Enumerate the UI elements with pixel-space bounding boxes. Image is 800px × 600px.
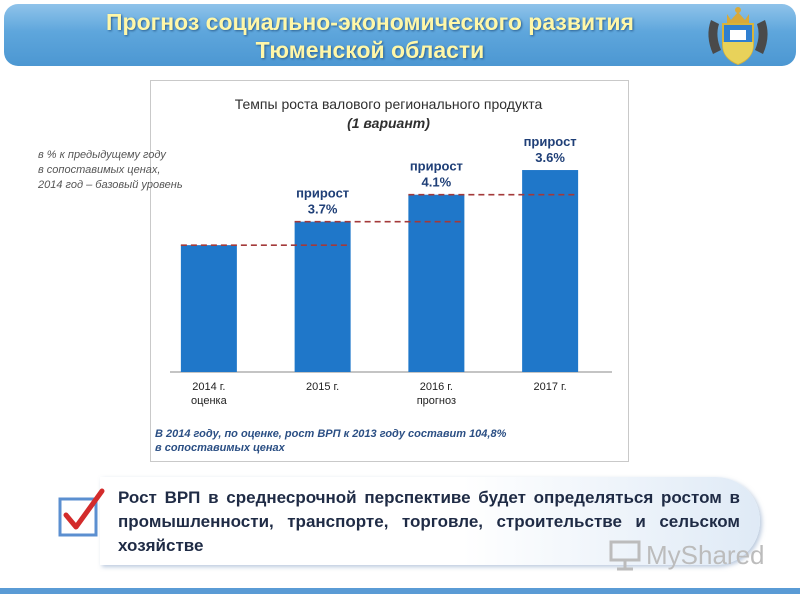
footer-line <box>0 588 800 594</box>
presentation-icon <box>609 540 641 571</box>
annotation-label-4: прирост <box>524 134 577 149</box>
coat-of-arms-icon <box>708 7 768 66</box>
chart-title: Темпы роста валового регионального проду… <box>150 95 627 133</box>
chart-footnote-line-1: В 2014 году, по оценке, рост ВРП к 2013 … <box>155 428 507 440</box>
watermark-text: MyShared <box>646 540 765 570</box>
checkbox-checked-icon <box>58 488 105 537</box>
page-title-line-1: Прогноз социально-экономического развити… <box>106 9 634 35</box>
chart-units-note: в % к предыдущему году в сопоставимых це… <box>38 148 258 193</box>
chart-subtitle: (1 вариант) <box>347 115 430 131</box>
x-tick-sublabel-1: оценка <box>191 395 228 407</box>
bar-4 <box>522 170 579 372</box>
chart-title-main: Темпы роста валового регионального проду… <box>234 96 543 112</box>
x-tick-label-4: 2017 г. <box>533 381 566 393</box>
x-tick-label-1: 2014 г. <box>192 381 225 393</box>
conclusion-box <box>100 477 760 565</box>
page-title-line-2: Тюменской области <box>255 37 485 63</box>
annotation-label-2: прирост <box>296 186 349 201</box>
x-tick-sublabel-3: прогноз <box>417 395 456 407</box>
bar-1 <box>180 245 237 372</box>
annotation-label-3: прирост <box>410 159 463 174</box>
annotation-value-4: 3.6% <box>535 150 565 165</box>
watermark: MyShared <box>608 538 768 574</box>
chart-footnote: В 2014 году, по оценке, рост ВРП к 2013 … <box>155 427 625 455</box>
chart-footnote-line-2: в сопоставимых ценах <box>155 442 285 454</box>
units-note-line-1: в % к предыдущему году <box>38 149 166 161</box>
x-tick-label-3: 2016 г. <box>420 381 453 393</box>
annotation-value-3: 4.1% <box>422 175 452 190</box>
annotation-value-2: 3.7% <box>308 202 338 217</box>
x-tick-label-2: 2015 г. <box>306 381 339 393</box>
bar-3 <box>408 194 465 372</box>
units-note-line-3: 2014 год – базовый уровень <box>38 179 183 191</box>
header-banner <box>4 4 796 66</box>
bar-2 <box>294 221 351 372</box>
units-note-line-2: в сопоставимых ценах, <box>38 164 161 176</box>
page-title: Прогноз социально-экономического развити… <box>40 8 700 64</box>
conclusion-text: Рост ВРП в среднесрочной перспективе буд… <box>118 488 740 555</box>
